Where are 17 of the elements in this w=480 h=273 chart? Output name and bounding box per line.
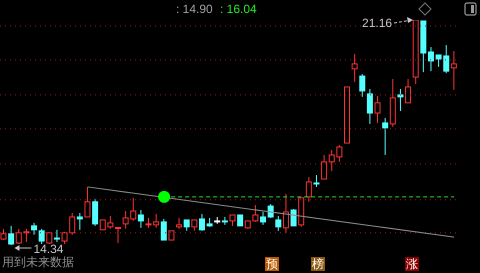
candlestick xyxy=(397,88,404,112)
candlestick xyxy=(122,210,129,230)
text: : 14.90 xyxy=(176,2,213,16)
text: 预 xyxy=(265,257,279,271)
text: : 16.04 xyxy=(220,2,257,16)
text: 榜 xyxy=(311,257,325,271)
annotation: 21.16 xyxy=(362,16,392,30)
candlestick xyxy=(382,117,388,156)
candlestick xyxy=(366,88,373,124)
candlestick xyxy=(138,210,144,228)
candlestick xyxy=(450,50,457,90)
text: 涨 xyxy=(405,257,419,271)
candlestick xyxy=(306,176,312,202)
text: 用到未来数据 xyxy=(2,255,74,269)
annotation: 14.34 xyxy=(33,242,64,256)
candlestick xyxy=(374,95,381,124)
candlestick xyxy=(352,53,358,83)
